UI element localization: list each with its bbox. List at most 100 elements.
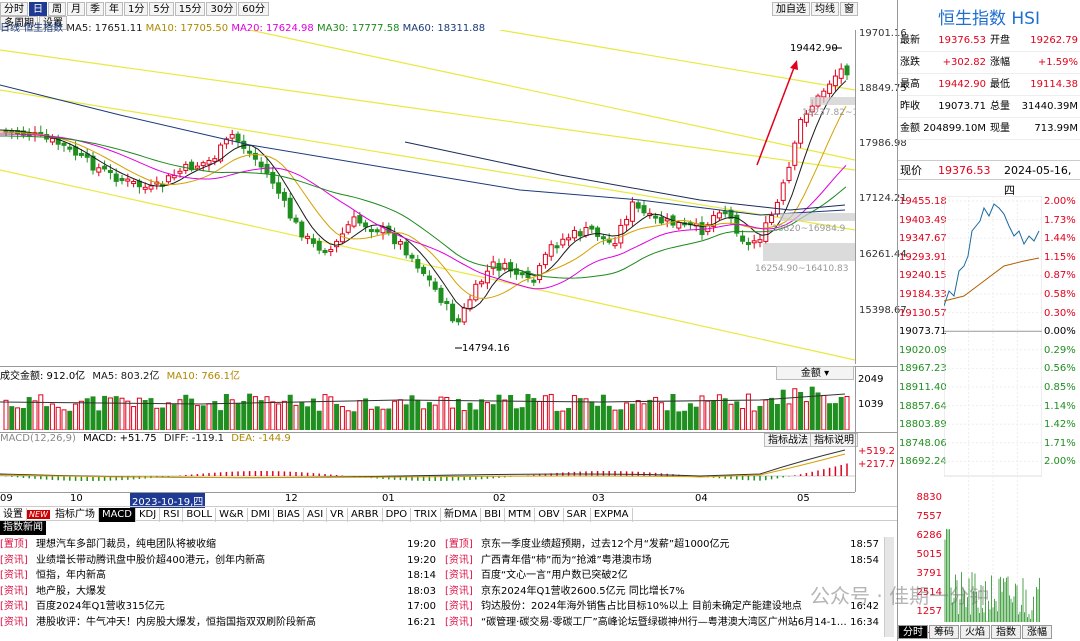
candle-body	[455, 318, 461, 323]
indicator-tab-arbr[interactable]: ARBR	[348, 508, 383, 522]
intraday-vol-tick: 3791	[916, 568, 942, 579]
period-0[interactable]: 分时	[0, 2, 28, 16]
indicator-strategy-button[interactable]: 指标战法	[764, 433, 812, 447]
indicator-help-button[interactable]: 指标说明	[810, 433, 858, 447]
ma5-line	[0, 80, 847, 310]
news-item[interactable]: [置顶] 理想汽车多部门裁员，纯电团队将被收缩 19:20	[0, 537, 440, 553]
news-item[interactable]: [资讯] 业绩增长带动腾讯盘中股价超400港元，创年内新高 19:20	[0, 552, 440, 568]
intraday-price-tick: 19455.18	[899, 196, 947, 207]
indicator-tab-kdj[interactable]: KDJ	[136, 508, 161, 522]
volume-bar	[542, 395, 548, 430]
news-item[interactable]: [置顶] 京东一季度业绩超预期，过去12个月“发薪”超1000亿元 18:57	[445, 537, 883, 553]
indicator-tab-expma[interactable]: EXPMA	[591, 508, 633, 522]
period-7[interactable]: 5分	[149, 2, 174, 16]
news-item[interactable]: [资讯] 钧达股份：2024年海外销售占比目标10%以上 目前未确定产能建设地点 1…	[445, 599, 883, 615]
news-title[interactable]: 钧达股份：2024年海外销售占比目标10%以上 目前未确定产能建设地点	[481, 601, 802, 612]
candle-body	[421, 266, 427, 275]
news-title[interactable]: 港股收评：牛气冲天！内房股大爆发，恒指国指双双刷阶段新高	[36, 616, 316, 628]
news-title[interactable]: 京东一季度业绩超预期，过去12个月“发薪”超1000亿元	[481, 539, 730, 550]
intraday-pct-tick: 0.87%	[1044, 270, 1076, 282]
indicator-tab-dpo[interactable]: DPO	[383, 508, 412, 522]
candle-body	[542, 253, 548, 266]
toolbar-right-1[interactable]: 均线	[811, 2, 839, 16]
news-title[interactable]: “碳管理·碳交易·零碳工厂”高峰论坛暨绿碳神州行—粤港澳大湾区广州站6月14-1…	[481, 616, 847, 628]
period-5[interactable]: 年	[105, 2, 123, 16]
ma60-value: MA60: 18311.88	[402, 23, 486, 34]
period-8[interactable]: 15分	[174, 2, 206, 16]
candle-body	[444, 300, 450, 305]
candle-body	[113, 173, 119, 182]
period-6[interactable]: 1分	[124, 2, 149, 16]
period-1[interactable]: 日	[29, 2, 47, 16]
intraday-tab-0[interactable]: 分时	[898, 625, 928, 639]
intraday-tab-3[interactable]: 指数	[991, 625, 1021, 639]
indicator-tab-w&r[interactable]: W&R	[216, 508, 248, 522]
volume-bar	[525, 394, 531, 430]
indicator-tab-rsi[interactable]: RSI	[160, 508, 184, 522]
volume-bar	[32, 400, 38, 430]
news-item[interactable]: [资讯] “碳管理·碳交易·零碳工厂”高峰论坛暨绿碳神州行—粤港澳大湾区广州站6月…	[445, 614, 883, 630]
candlestick-chart[interactable]: 19442.90 14794.16 18237.82~18560 16254.90~1…	[0, 30, 855, 364]
candle-body	[496, 262, 502, 271]
intraday-chart[interactable]	[944, 196, 1042, 626]
period-3[interactable]: 月	[67, 2, 85, 16]
indicator-tab-vr[interactable]: VR	[327, 508, 348, 522]
indicator-tab-指标广场[interactable]: 指标广场	[52, 508, 99, 522]
period-2[interactable]: 周	[48, 2, 66, 16]
news-item[interactable]: [资讯] 京东2024年Q1营收2600.5亿元 同比增长7%	[445, 584, 883, 600]
volume-bar	[299, 401, 305, 430]
volume-bar	[119, 397, 125, 430]
news-header[interactable]: 指数新闻	[0, 521, 46, 535]
news-item[interactable]: [资讯] 恒指，年内新高 18:14	[0, 568, 440, 584]
candle-body	[461, 307, 467, 323]
intraday-price-tick: 18748.06	[899, 437, 947, 449]
indicator-tab-dmi[interactable]: DMI	[248, 508, 275, 522]
news-title[interactable]: 业绩增长带动腾讯盘中股价超400港元，创年内新高	[36, 554, 266, 566]
indicator-tab-bbi[interactable]: BBI	[481, 508, 505, 522]
period-9[interactable]: 30分	[206, 2, 238, 16]
news-item[interactable]: [资讯] 地产股，大爆发 18:03	[0, 583, 440, 599]
news-title[interactable]: 京东2024年Q1营收2600.5亿元 同比增长7%	[481, 585, 685, 597]
indicator-tab-设置[interactable]: 设置	[0, 508, 27, 522]
indicator-tab-bias[interactable]: BIAS	[274, 508, 305, 522]
volume-bar	[832, 403, 838, 430]
intraday-tab-2[interactable]: 火焰	[960, 625, 990, 639]
volume-bar	[235, 403, 241, 430]
period-11[interactable]: 多周期	[0, 16, 38, 30]
news-scrollbar[interactable]	[884, 537, 894, 637]
toolbar-right-2[interactable]: 窗	[840, 2, 858, 16]
period-12[interactable]: 设置	[39, 16, 67, 30]
indicator-tab-boll[interactable]: BOLL	[183, 508, 217, 522]
ma-prefix: 日线	[0, 23, 20, 34]
news-title[interactable]: 百度“文心一言”用户数已突破2亿	[481, 570, 628, 581]
period-toolbar: 分时日周月季年 1分 5分 15分 30分 60分多周期 设置	[0, 2, 290, 30]
indicator-tab-mtm[interactable]: MTM	[505, 508, 536, 522]
toolbar-right-0[interactable]: 加自选	[772, 2, 810, 16]
intraday-tab-1[interactable]: 筹码	[929, 625, 959, 639]
news-item[interactable]: [资讯] 广西青年借“柿”而为“抢滩”粤港澳市场 18:54	[445, 552, 883, 568]
indicator-tab-新dma[interactable]: 新DMA	[441, 508, 482, 522]
news-item[interactable]: [资讯] 百度“文心一言”用户数已突破2亿	[445, 568, 883, 584]
indicator-tab-obv[interactable]: OBV	[535, 508, 564, 522]
indicator-tab-sar[interactable]: SAR	[564, 508, 591, 522]
volume-dropdown[interactable]: 金额 ▾	[776, 366, 854, 380]
news-item[interactable]: [资讯] 百度2024年Q1营收315亿元 17:00	[0, 599, 440, 615]
news-title[interactable]: 恒指，年内新高	[36, 570, 106, 581]
period-10[interactable]: 60分	[238, 2, 269, 16]
news-time: 19:20	[403, 537, 436, 553]
indicator-tab-asi[interactable]: ASI	[304, 508, 328, 522]
period-4[interactable]: 季	[86, 2, 104, 16]
news-title[interactable]: 广西青年借“柿”而为“抢滩”粤港澳市场	[481, 554, 652, 566]
candle-body	[299, 221, 305, 238]
volume-bar	[763, 399, 769, 430]
volume-bar	[61, 409, 67, 430]
news-title[interactable]: 地产股，大爆发	[36, 585, 106, 597]
volume-label: 成交金额: 912.0亿	[0, 371, 86, 382]
news-item[interactable]: [资讯] 港股收评：牛气冲天！内房股大爆发，恒指国指双双刷阶段新高 16:21	[0, 614, 440, 630]
intraday-tab-4[interactable]: 涨幅	[1022, 625, 1052, 639]
indicator-tab-macd[interactable]: MACD	[98, 508, 136, 522]
news-title[interactable]: 百度2024年Q1营收315亿元	[36, 601, 165, 612]
news-title[interactable]: 理想汽车多部门裁员，纯电团队将被收缩	[36, 539, 216, 550]
channel-line	[0, 89, 855, 231]
indicator-tab-trix[interactable]: TRIX	[411, 508, 442, 522]
